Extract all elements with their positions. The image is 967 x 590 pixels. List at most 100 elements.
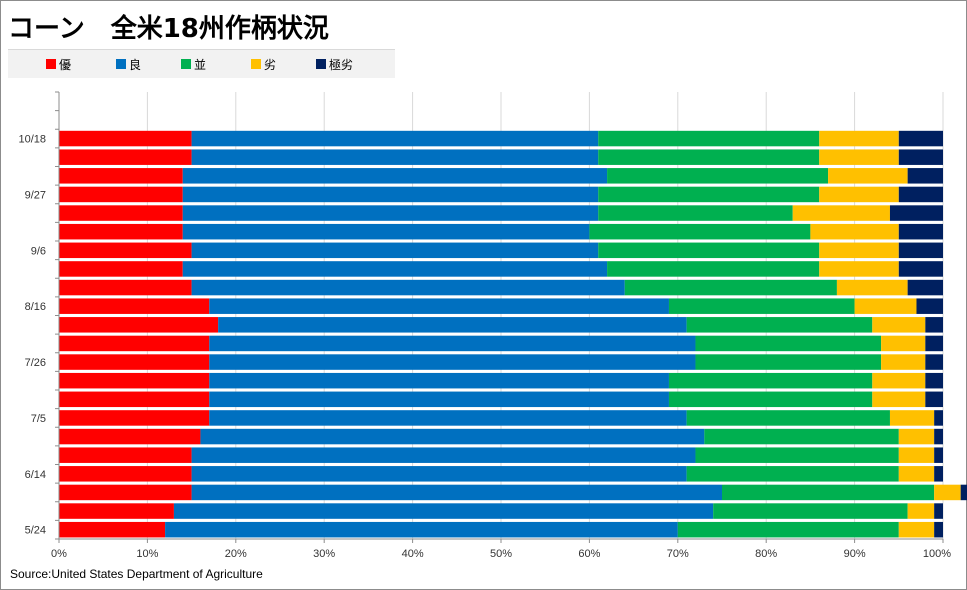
bar-segment [59,149,192,165]
bar-segment [182,168,608,184]
bar-segment [598,149,820,165]
bar-segment [898,223,943,240]
bar-segment [191,242,599,259]
bar-segment [898,521,935,538]
bar-segment [59,354,210,370]
bar-segment [59,261,183,277]
x-tick-label: 20% [225,548,247,560]
bar-segment [898,428,935,445]
bar-segment [624,279,837,296]
bar-segment [598,242,820,259]
bar-segment [209,410,687,426]
x-tick-label: 50% [490,548,512,560]
bar-segment [898,186,943,203]
bar-segment [819,261,899,277]
y-tick-label: 9/27 [25,189,46,201]
chart-title: コーン 全米18州作柄状況 [8,14,329,44]
bar-segment [925,354,943,370]
bar-segment [889,205,943,221]
bar-segment [686,410,890,426]
source-note: Source:United States Department of Agric… [10,567,263,581]
bar-segment [934,484,961,501]
y-tick-label: 10/18 [18,134,46,146]
bar-segment [589,223,811,240]
bar-segment [925,335,943,352]
bar-segment [191,466,687,482]
bar-segment [59,242,192,259]
bar-segment [200,428,705,445]
bar-segment [191,149,599,165]
bar-segment [59,130,192,147]
bar-segment [182,205,599,221]
bar-segment [934,410,943,426]
bar-segment [898,261,943,277]
bar-segment [934,521,943,538]
bar-segment [934,503,943,519]
bar-segment [686,466,899,482]
bar-segment [704,428,899,445]
bar-segment [854,298,917,314]
bar-segment [59,205,183,221]
bar-segment [934,428,943,445]
bar-segment [598,186,820,203]
bar-segment [209,391,669,408]
bar-segment [59,317,219,333]
bar-segment [59,410,210,426]
y-tick-label: 5/24 [25,525,46,537]
bar-segment [722,484,935,501]
bar-segment [819,130,899,147]
legend-label-ryo: 良 [129,57,142,72]
legend-label-nami: 並 [194,57,207,72]
legend: 優 良 並 劣 極劣 [8,49,395,78]
bar-segment [598,205,793,221]
bar-segment [59,391,210,408]
bar-segment [59,484,192,501]
legend-label-yu: 優 [59,57,72,72]
bar-segment [810,223,899,240]
bar-segment [898,447,935,463]
bar-segment [182,261,608,277]
bar-segment [607,261,820,277]
bar-segment [907,168,943,184]
bar-segment [828,168,908,184]
bar-segment [819,242,899,259]
bar-segment [713,503,908,519]
bar-segment [819,186,899,203]
bar-segment [872,317,926,333]
bar-segment [898,130,943,147]
bar-segment [881,354,926,370]
bar-segment [960,484,967,501]
bar-segment [59,335,210,352]
bar-segment [934,447,943,463]
y-tick-label: 8/16 [25,301,46,313]
bar-segment [836,279,908,296]
bar-segment [209,335,696,352]
bar-segment [695,354,882,370]
bar-segment [695,447,899,463]
bar-segment [898,466,935,482]
legend-swatch-yu [46,59,56,69]
legend-swatch-nami [181,59,191,69]
x-tick-label: 10% [136,548,158,560]
bar-segment [677,521,899,538]
legend-item-retsu: 劣 [251,56,276,72]
x-tick-label: 60% [578,548,600,560]
bar-segment [889,410,935,426]
bar-segment [59,298,210,314]
bar-segment [165,521,678,538]
legend-swatch-gokuretsu [316,59,326,69]
bar-segment [59,168,183,184]
bar-segment [59,521,166,538]
bar-segment [182,186,599,203]
legend-item-nami: 並 [181,56,206,72]
bar-segment [59,223,183,240]
x-tick-label: 30% [313,548,335,560]
bar-segment [925,372,943,389]
bar-segment [881,335,926,352]
y-tick-label: 7/26 [25,357,46,369]
bar-segment [59,372,210,389]
bar-segment [934,466,943,482]
bar-segment [218,317,687,333]
bar-segment [925,391,943,408]
